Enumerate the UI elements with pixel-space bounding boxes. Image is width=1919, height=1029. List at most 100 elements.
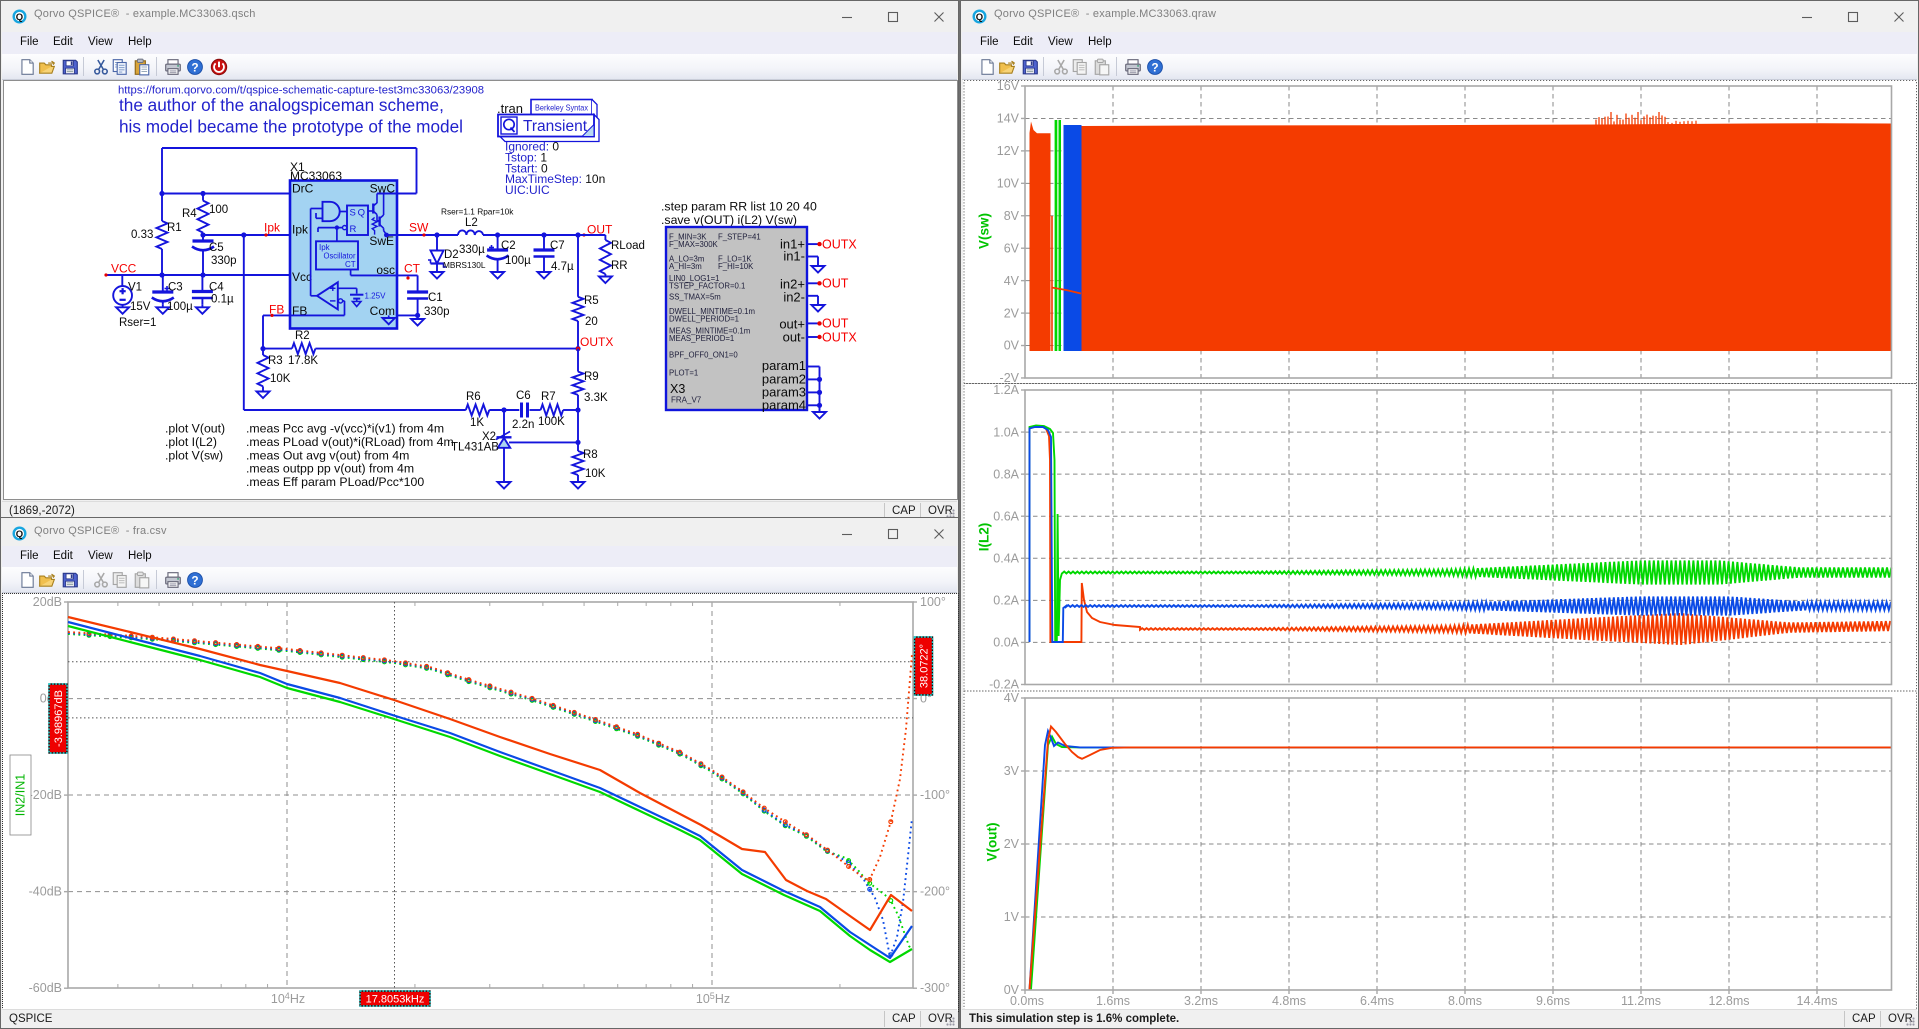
svg-text:L2: L2 <box>465 217 478 229</box>
svg-text:.meas PLoad v(out)*i(RLoad) fr: .meas PLoad v(out)*i(RLoad) from 4m <box>246 435 454 449</box>
svg-text:R5: R5 <box>584 295 599 307</box>
svg-text:-2V: -2V <box>1000 371 1020 385</box>
svg-text:4.7µ: 4.7µ <box>551 261 574 273</box>
svg-text:OUTX: OUTX <box>822 238 857 252</box>
svg-text:1K: 1K <box>470 417 484 429</box>
svg-text:in2-: in2- <box>783 290 805 305</box>
svg-text:.meas Out avg v(out) from 4m: .meas Out avg v(out) from 4m <box>246 448 409 462</box>
svg-text:OUT: OUT <box>587 223 613 237</box>
svg-text:1.0A: 1.0A <box>993 425 1019 439</box>
svg-text:LIN0_LOG1=1: LIN0_LOG1=1 <box>669 274 720 283</box>
svg-text:X3: X3 <box>670 382 685 396</box>
svg-text:6.4ms: 6.4ms <box>1360 994 1394 1008</box>
svg-text:out-: out- <box>783 330 805 345</box>
svg-text:9.6ms: 9.6ms <box>1536 994 1570 1008</box>
svg-text:DrC: DrC <box>292 182 314 196</box>
svg-text:3V: 3V <box>1004 764 1020 778</box>
svg-text:S: S <box>350 208 356 219</box>
svg-text:X2: X2 <box>482 431 496 443</box>
svg-text:100: 100 <box>209 204 228 216</box>
svg-text:in2+: in2+ <box>780 277 805 292</box>
svg-text:IN2/IN1: IN2/IN1 <box>14 774 28 816</box>
svg-text:C7: C7 <box>550 240 565 252</box>
svg-text:3.2ms: 3.2ms <box>1184 994 1218 1008</box>
svg-text:V(out): V(out) <box>985 823 1000 862</box>
svg-text:C3: C3 <box>168 282 183 294</box>
svg-text:VCC: VCC <box>111 262 137 276</box>
svg-text:20dB: 20dB <box>33 595 62 609</box>
svg-text:in1-: in1- <box>783 249 805 264</box>
svg-text:param4: param4 <box>762 398 806 413</box>
svg-text:I(L2): I(L2) <box>977 523 992 552</box>
svg-text:D2: D2 <box>444 249 459 261</box>
svg-text:0.1µ: 0.1µ <box>211 294 234 306</box>
svg-text:SS_TMAX=5m: SS_TMAX=5m <box>669 293 721 302</box>
svg-text:C4: C4 <box>209 282 224 294</box>
svg-text:param1: param1 <box>762 358 806 373</box>
svg-text:14V: 14V <box>997 112 1020 126</box>
svg-text:CT: CT <box>404 262 421 276</box>
svg-text:Ignored: 0: Ignored: 0 <box>505 140 559 154</box>
svg-text:F_LO=1K: F_LO=1K <box>718 255 752 264</box>
svg-text:330µ: 330µ <box>459 244 485 256</box>
svg-text:0V: 0V <box>1004 339 1020 353</box>
svg-text:MC33063: MC33063 <box>290 169 342 183</box>
svg-text:F_STEP=41: F_STEP=41 <box>718 233 761 242</box>
svg-text:11.2ms: 11.2ms <box>1621 994 1661 1008</box>
svg-text:Rser=1: Rser=1 <box>119 317 156 329</box>
svg-text:F_MAX=300K: F_MAX=300K <box>669 240 719 249</box>
svg-text:RR: RR <box>611 260 628 272</box>
svg-text:R3: R3 <box>268 355 283 367</box>
svg-text:in1+: in1+ <box>780 237 805 252</box>
svg-text:105Hz: 105Hz <box>696 991 730 1006</box>
svg-text:1.2A: 1.2A <box>993 383 1019 397</box>
svg-text:14.4ms: 14.4ms <box>1797 994 1838 1008</box>
svg-text:17.8K: 17.8K <box>288 355 318 367</box>
svg-text:4V: 4V <box>1004 274 1020 288</box>
svg-text:.meas Pcc avg -v(vcc)*i(v1) fr: .meas Pcc avg -v(vcc)*i(v1) from 4m <box>246 422 444 436</box>
svg-text:100K: 100K <box>538 416 565 428</box>
svg-text:100°: 100° <box>920 595 946 609</box>
svg-text:17.8053kHz: 17.8053kHz <box>366 994 425 1006</box>
svg-text:SW: SW <box>409 221 429 235</box>
svg-text:F_HI=10K: F_HI=10K <box>718 262 754 271</box>
svg-text:3.3K: 3.3K <box>584 392 608 404</box>
svg-text:0.4A: 0.4A <box>993 551 1019 565</box>
svg-text:OUTX: OUTX <box>580 335 613 349</box>
svg-text:Ipk: Ipk <box>319 243 331 252</box>
svg-text:TL431AB: TL431AB <box>451 442 499 454</box>
svg-text:38.0722°: 38.0722° <box>918 644 930 688</box>
svg-text:R6: R6 <box>466 391 481 403</box>
svg-text:RLoad: RLoad <box>611 240 645 252</box>
svg-text:16V: 16V <box>997 80 1020 93</box>
svg-text:10K: 10K <box>585 468 606 480</box>
svg-text:X1: X1 <box>290 160 305 174</box>
svg-text:0.8A: 0.8A <box>993 467 1019 481</box>
svg-text:Oscillator: Oscillator <box>324 252 356 261</box>
svg-text:8.0ms: 8.0ms <box>1448 994 1482 1008</box>
svg-text:V1: V1 <box>128 282 142 294</box>
svg-text:.meas outpp pp v(out) from 4m: .meas outpp pp v(out) from 4m <box>246 462 414 476</box>
svg-text:100µ: 100µ <box>505 255 531 267</box>
svg-text:BPF_OFF0_ON1=0: BPF_OFF0_ON1=0 <box>669 351 738 360</box>
svg-text:TSTEP_FACTOR=0.1: TSTEP_FACTOR=0.1 <box>669 282 745 291</box>
svg-text:1V: 1V <box>1004 910 1020 924</box>
svg-text:C1: C1 <box>428 292 443 304</box>
svg-text:R: R <box>350 224 357 235</box>
svg-text:R7: R7 <box>541 391 556 403</box>
svg-text:C6: C6 <box>516 390 531 402</box>
svg-text:out+: out+ <box>779 317 805 332</box>
svg-text:OUT: OUT <box>822 317 849 331</box>
svg-text:.save v(OUT) i(L2) V(sw): .save v(OUT) i(L2) V(sw) <box>661 213 797 227</box>
svg-text:param2: param2 <box>762 372 806 387</box>
svg-text:0°: 0° <box>920 692 932 706</box>
svg-text:.plot V(out): .plot V(out) <box>165 422 225 436</box>
svg-text:MaxTimeStep: 10n: MaxTimeStep: 10n <box>505 172 605 186</box>
svg-text:SwE: SwE <box>369 234 394 248</box>
svg-text:UIC:UIC: UIC:UIC <box>505 183 550 197</box>
svg-text:V(sw): V(sw) <box>977 213 992 249</box>
svg-text:-100°: -100° <box>920 788 950 802</box>
svg-text:0.0ms: 0.0ms <box>1010 994 1044 1008</box>
svg-text:PLOT=1: PLOT=1 <box>669 369 698 378</box>
svg-text:.step param RR list 10 20 40: .step param RR list 10 20 40 <box>661 200 817 214</box>
